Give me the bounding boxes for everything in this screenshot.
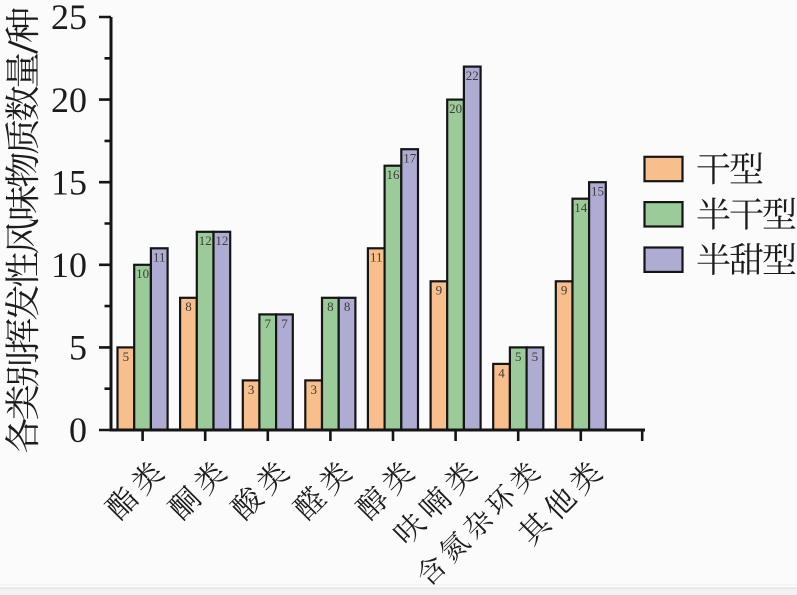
svg-text:12: 12 xyxy=(215,233,228,248)
svg-text:8: 8 xyxy=(185,299,192,314)
svg-text:15: 15 xyxy=(51,162,87,202)
svg-text:3: 3 xyxy=(310,382,317,397)
svg-text:5: 5 xyxy=(123,349,130,364)
svg-text:12: 12 xyxy=(199,233,212,248)
svg-text:9: 9 xyxy=(436,283,443,298)
svg-text:25: 25 xyxy=(51,0,87,37)
svg-text:8: 8 xyxy=(327,299,334,314)
svg-text:0: 0 xyxy=(69,410,87,450)
svg-text:10: 10 xyxy=(136,266,149,281)
svg-text:3: 3 xyxy=(248,382,255,397)
svg-text:15: 15 xyxy=(591,184,604,199)
svg-text:20: 20 xyxy=(51,80,87,120)
svg-text:20: 20 xyxy=(449,101,462,116)
svg-text:5: 5 xyxy=(69,328,87,368)
svg-text:5: 5 xyxy=(532,349,539,364)
svg-text:10: 10 xyxy=(51,245,87,285)
svg-text:7: 7 xyxy=(281,316,288,331)
svg-text:14: 14 xyxy=(574,200,588,215)
svg-text:17: 17 xyxy=(403,151,417,166)
svg-text:22: 22 xyxy=(466,68,479,83)
svg-text:11: 11 xyxy=(153,250,166,265)
svg-text:7: 7 xyxy=(265,316,272,331)
svg-text:8: 8 xyxy=(344,299,351,314)
svg-text:11: 11 xyxy=(370,250,383,265)
svg-text:5: 5 xyxy=(515,349,522,364)
svg-text:9: 9 xyxy=(561,283,568,298)
svg-text:16: 16 xyxy=(387,167,401,182)
svg-text:4: 4 xyxy=(498,365,505,380)
